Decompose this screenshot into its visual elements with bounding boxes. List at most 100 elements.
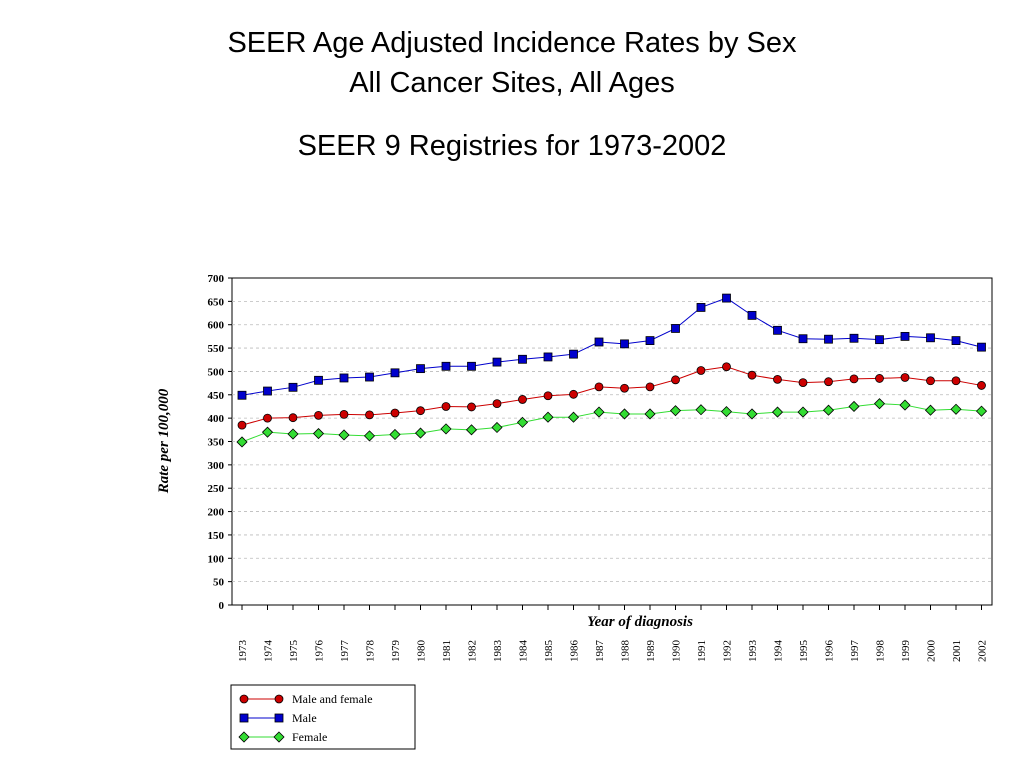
data-point xyxy=(239,694,249,704)
x-tick-label: 1981 xyxy=(441,640,453,662)
x-tick-label: 1979 xyxy=(390,640,402,663)
series-female xyxy=(236,398,988,448)
data-point xyxy=(747,310,757,320)
data-point xyxy=(288,413,298,423)
data-point xyxy=(797,406,809,418)
data-point xyxy=(263,386,272,396)
y-tick-label: 200 xyxy=(208,507,225,519)
data-point xyxy=(900,331,910,341)
x-tick-label: 1996 xyxy=(824,640,836,663)
x-tick-label: 2002 xyxy=(977,640,989,662)
data-point xyxy=(516,416,529,428)
y-tick-label: 50 xyxy=(213,577,225,589)
x-tick-label: 1974 xyxy=(263,640,275,663)
data-point xyxy=(926,333,935,343)
data-point xyxy=(363,430,376,442)
x-tick-label: 1995 xyxy=(798,640,810,663)
chart-subtitle: SEER 9 Registries for 1973-2002 xyxy=(297,130,727,162)
data-point xyxy=(492,399,502,409)
x-tick-label: 1984 xyxy=(518,640,530,663)
data-point xyxy=(542,411,554,423)
y-tick-label: 450 xyxy=(208,390,225,402)
data-point xyxy=(365,372,374,382)
data-point xyxy=(722,293,731,303)
x-tick-label: 1997 xyxy=(849,640,861,663)
data-point xyxy=(312,427,325,440)
data-point xyxy=(441,361,451,371)
data-point xyxy=(620,383,629,393)
data-point xyxy=(414,427,427,439)
data-point xyxy=(237,420,247,430)
data-point xyxy=(924,404,937,416)
x-tick-label: 1985 xyxy=(543,640,555,663)
data-point xyxy=(671,375,680,385)
data-point xyxy=(287,428,299,440)
data-point xyxy=(261,426,274,438)
data-point xyxy=(491,421,503,434)
x-tick-label: 1977 xyxy=(339,640,351,663)
data-point xyxy=(771,406,784,418)
y-tick-label: 500 xyxy=(208,366,225,378)
y-tick-label: 700 xyxy=(208,273,225,285)
data-point xyxy=(339,373,349,383)
data-point xyxy=(492,357,502,367)
y-tick-label: 600 xyxy=(208,320,225,332)
x-axis-label: Year of diagnosis xyxy=(587,614,693,630)
x-tick-label: 1998 xyxy=(875,640,887,663)
data-point xyxy=(873,398,886,410)
data-point xyxy=(237,390,247,400)
data-point xyxy=(773,374,782,384)
data-point xyxy=(951,376,961,386)
data-point xyxy=(518,354,527,364)
data-point xyxy=(314,375,323,385)
data-point xyxy=(274,694,284,704)
data-point xyxy=(695,404,707,416)
data-point xyxy=(465,424,478,436)
data-point xyxy=(567,411,580,423)
data-point xyxy=(620,339,629,349)
data-point xyxy=(798,334,808,344)
data-point xyxy=(720,406,733,418)
x-tick-label: 1975 xyxy=(288,640,300,663)
legend-label: Male and female xyxy=(292,692,373,706)
data-point xyxy=(849,333,859,343)
x-tick-label: 1999 xyxy=(900,640,912,663)
y-axis-label: Rate per 100,000 xyxy=(156,388,172,494)
x-tick-label: 1986 xyxy=(569,640,581,663)
data-point xyxy=(440,423,452,435)
x-tick-label: 1983 xyxy=(492,640,504,663)
y-tick-label: 100 xyxy=(208,553,225,565)
data-point xyxy=(875,335,884,345)
data-point xyxy=(518,395,527,404)
data-point xyxy=(236,436,248,448)
y-tick-label: 350 xyxy=(208,437,225,449)
legend-item: Female xyxy=(238,730,327,744)
data-point xyxy=(746,408,758,420)
data-point xyxy=(951,336,961,345)
y-tick-label: 0 xyxy=(219,600,225,612)
data-point xyxy=(594,382,604,392)
x-tick-label: 1989 xyxy=(645,640,657,663)
x-tick-label: 1988 xyxy=(620,640,632,663)
series-male xyxy=(237,293,986,400)
data-point xyxy=(900,373,910,382)
data-point xyxy=(645,382,655,392)
x-tick-label: 2000 xyxy=(926,640,938,663)
x-tick-label: 1973 xyxy=(237,640,249,663)
x-tick-label: 1991 xyxy=(696,640,708,662)
data-point xyxy=(875,374,884,383)
data-point xyxy=(671,324,680,333)
data-point xyxy=(618,408,631,420)
data-point xyxy=(747,370,757,380)
data-point xyxy=(798,378,808,388)
data-point xyxy=(824,334,833,344)
x-tick-label: 1980 xyxy=(416,640,428,663)
data-point xyxy=(696,366,706,375)
series-layer xyxy=(236,293,988,448)
data-point xyxy=(669,405,682,417)
data-point xyxy=(593,406,605,418)
data-point xyxy=(338,429,350,441)
data-point xyxy=(977,381,986,390)
legend-label: Female xyxy=(292,730,327,744)
y-tick-label: 650 xyxy=(208,296,225,308)
